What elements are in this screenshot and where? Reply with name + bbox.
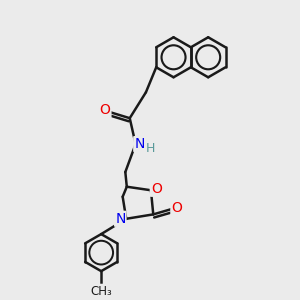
Text: CH₃: CH₃ — [90, 285, 112, 298]
Text: O: O — [100, 103, 110, 117]
Text: N: N — [134, 137, 145, 151]
Text: H: H — [146, 142, 156, 155]
Text: O: O — [151, 182, 162, 196]
Text: O: O — [171, 201, 182, 214]
Text: N: N — [115, 212, 125, 226]
